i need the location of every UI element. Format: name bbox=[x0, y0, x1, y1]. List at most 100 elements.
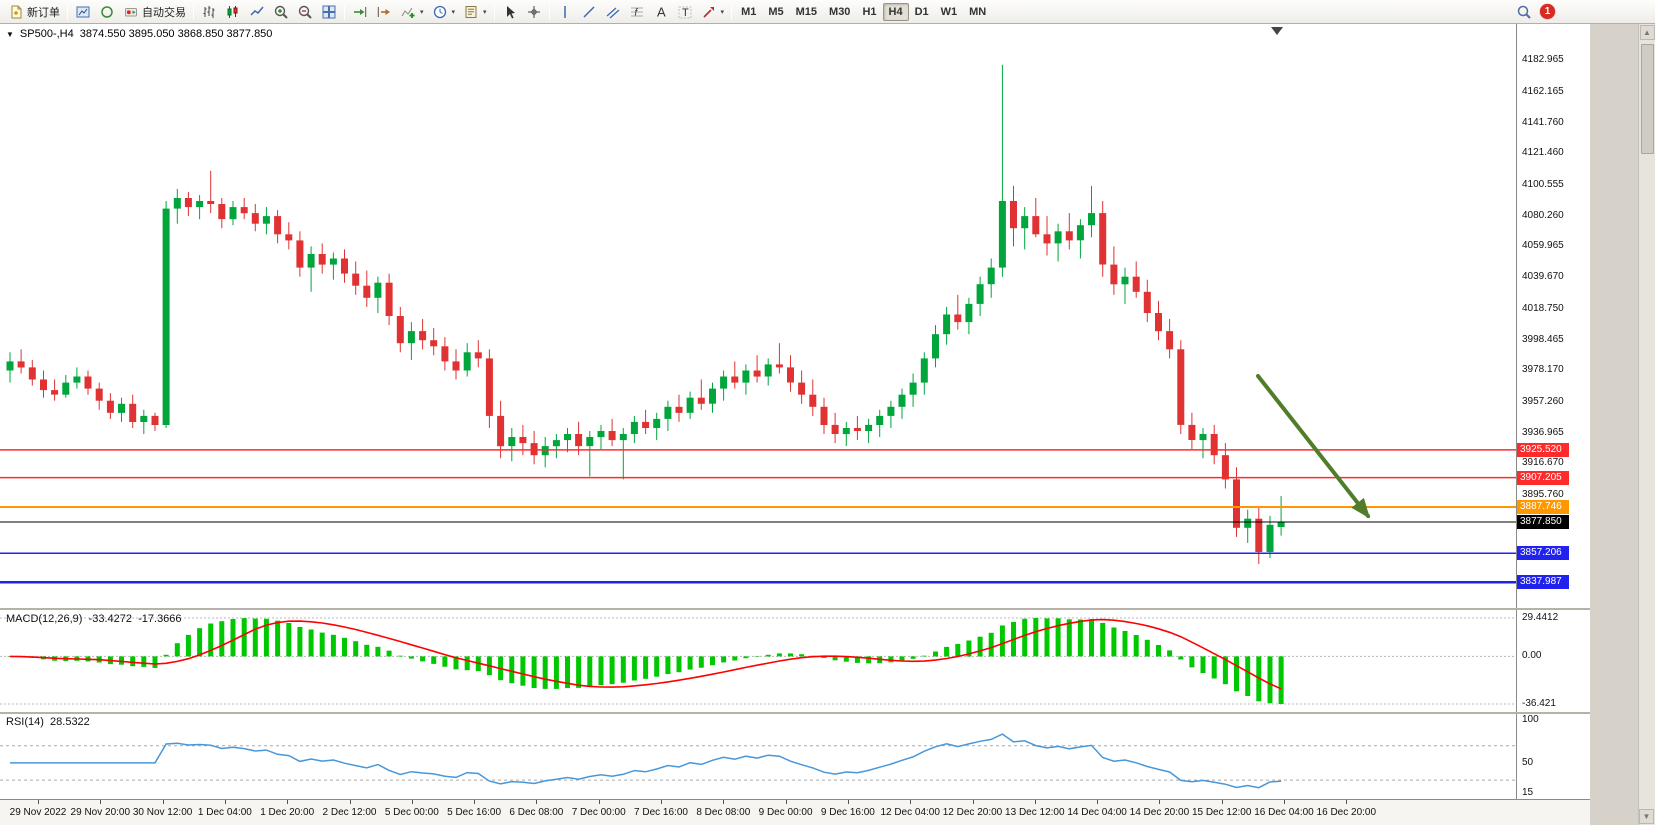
crosshair-tool-button[interactable] bbox=[522, 1, 546, 22]
cycle-button[interactable] bbox=[95, 1, 119, 22]
time-axis-tick bbox=[350, 800, 351, 804]
vertical-line-tool-button[interactable] bbox=[553, 1, 577, 22]
main-chart-canvas[interactable] bbox=[0, 24, 1516, 608]
candlestick-chart-icon bbox=[227, 5, 238, 18]
indicators-button[interactable]: ▾ bbox=[396, 1, 428, 22]
timeframe-h1-button[interactable]: H1 bbox=[862, 5, 877, 18]
symbol-period-label: SP500-,H4 bbox=[19, 28, 74, 40]
zoom-out-button[interactable] bbox=[293, 1, 317, 22]
candlestick-chart-button[interactable] bbox=[221, 1, 245, 22]
dropdown-caret: ▾ bbox=[451, 8, 456, 16]
trend-arrow-annotation[interactable] bbox=[1256, 374, 1370, 519]
periods-button[interactable]: ▾ bbox=[428, 1, 460, 22]
toolbar-separator bbox=[731, 3, 733, 20]
autoscroll-button[interactable] bbox=[348, 1, 372, 22]
toolbar-separator bbox=[193, 3, 194, 20]
zoom-in-button[interactable] bbox=[269, 1, 293, 22]
line-chart-button[interactable] bbox=[245, 1, 269, 22]
trendline-tool-button[interactable] bbox=[577, 1, 601, 22]
time-axis-tick bbox=[474, 800, 475, 804]
time-axis-label: 16 Dec 20:00 bbox=[1316, 807, 1377, 818]
macd-axis-label: 29.4412 bbox=[1522, 612, 1559, 623]
charts-window-button[interactable] bbox=[71, 1, 95, 22]
timeframe-m5-button[interactable]: M5 bbox=[768, 5, 784, 18]
autotrading-icon bbox=[125, 7, 137, 16]
timeframe-m15-button[interactable]: M15 bbox=[795, 5, 818, 18]
vertical-line-icon bbox=[563, 5, 566, 18]
price-axis-label: 3998.465 bbox=[1522, 333, 1564, 345]
price-axis-label: 4059.965 bbox=[1522, 240, 1564, 252]
chart-shift-marker[interactable] bbox=[1271, 27, 1283, 35]
timeframe-m1-button[interactable]: M1 bbox=[741, 5, 757, 18]
ohlc-values: 3874.550 3895.050 3868.850 3877.850 bbox=[79, 28, 273, 40]
time-axis-tick bbox=[287, 800, 288, 804]
candles bbox=[6, 64, 1285, 565]
search-icon[interactable] bbox=[1516, 4, 1532, 20]
time-axis-label: 8 Dec 08:00 bbox=[696, 807, 751, 818]
price-axis-label: 4141.760 bbox=[1522, 116, 1564, 128]
vertical-scrollbar[interactable]: ▲ ▼ bbox=[1638, 24, 1655, 825]
time-axis-label: 13 Dec 12:00 bbox=[1005, 807, 1065, 818]
panel-splitter[interactable] bbox=[0, 712, 1590, 714]
notification-badge[interactable]: 1 bbox=[1540, 4, 1555, 19]
time-axis-label: 5 Dec 16:00 bbox=[447, 807, 502, 818]
price-axis-label: 3936.965 bbox=[1522, 426, 1564, 438]
svg-text:A: A bbox=[657, 4, 666, 19]
toolbar-separator bbox=[548, 3, 550, 20]
bar-chart-button[interactable] bbox=[197, 1, 221, 22]
templates-button[interactable]: ▾ bbox=[459, 1, 491, 22]
dropdown-caret: ▾ bbox=[483, 8, 487, 16]
timeframe-h4-button[interactable]: H4 bbox=[882, 2, 909, 21]
chart-shift-button[interactable] bbox=[372, 1, 396, 22]
clock-icon bbox=[433, 5, 446, 18]
time-axis-label: 9 Dec 16:00 bbox=[820, 807, 875, 818]
cursor-icon bbox=[506, 5, 515, 18]
one-click-trading-toggle[interactable]: ▼ bbox=[6, 29, 14, 39]
svg-text:f: f bbox=[634, 7, 638, 18]
timeframe-mn-button[interactable]: MN bbox=[969, 5, 987, 18]
time-axis-label: 29 Nov 20:00 bbox=[70, 807, 131, 818]
text-tool-button[interactable]: A bbox=[649, 1, 673, 22]
cursor-tool-button[interactable] bbox=[498, 1, 522, 22]
zoom-out-icon bbox=[298, 5, 312, 19]
time-axis-tick bbox=[910, 800, 911, 804]
tile-windows-button[interactable] bbox=[317, 1, 341, 22]
main-price-panel[interactable] bbox=[0, 24, 1516, 608]
price-axis-label: 4039.670 bbox=[1522, 271, 1564, 283]
arrows-tool-button[interactable]: ▾ bbox=[697, 1, 729, 22]
price-axis-label: 4080.260 bbox=[1522, 209, 1564, 221]
label-icon: T bbox=[678, 6, 692, 19]
price-axis-label: 3916.670 bbox=[1522, 457, 1564, 469]
macd-panel[interactable] bbox=[0, 610, 1516, 712]
label-tool-button[interactable]: T bbox=[673, 1, 697, 22]
price-badge: 3857.206 bbox=[1517, 546, 1569, 561]
time-axis-label: 6 Dec 08:00 bbox=[509, 807, 564, 818]
time-axis-label: 9 Dec 00:00 bbox=[758, 807, 813, 818]
scrollbar-thumb[interactable] bbox=[1641, 44, 1654, 154]
fibonacci-tool-button[interactable]: f bbox=[625, 1, 649, 22]
scrollbar-down-arrow[interactable]: ▼ bbox=[1639, 809, 1654, 824]
main-toolbar: 新订单 自动交易 bbox=[0, 0, 1655, 24]
timeframe-d1-button[interactable]: D1 bbox=[914, 5, 929, 18]
timeframe-w1-button[interactable]: W1 bbox=[940, 5, 958, 18]
time-axis-label: 14 Dec 04:00 bbox=[1067, 807, 1127, 818]
new-order-button[interactable]: 新订单 bbox=[4, 1, 64, 22]
autotrading-button[interactable]: 自动交易 bbox=[119, 1, 190, 22]
panel-splitter[interactable] bbox=[0, 608, 1590, 610]
price-badge: 3837.987 bbox=[1517, 575, 1569, 590]
arrow-object-icon bbox=[702, 6, 714, 18]
time-axis-label: 1 Dec 20:00 bbox=[260, 807, 315, 818]
rsi-panel[interactable] bbox=[0, 714, 1516, 799]
scrollbar-up-arrow[interactable]: ▲ bbox=[1639, 25, 1655, 40]
time-axis-tick bbox=[536, 800, 537, 804]
macd-canvas[interactable] bbox=[0, 610, 1516, 712]
rsi-canvas[interactable] bbox=[0, 714, 1516, 799]
channel-tool-button[interactable] bbox=[601, 1, 625, 22]
trendline-icon bbox=[583, 5, 595, 18]
rsi-value: 28.5322 bbox=[50, 716, 90, 728]
time-axis-label: 1 Dec 04:00 bbox=[197, 807, 252, 818]
chart-title: ▼ SP500-,H4 3874.550 3895.050 3868.850 3… bbox=[6, 28, 272, 40]
time-axis-label: 12 Dec 20:00 bbox=[942, 807, 1003, 818]
time-axis-tick bbox=[848, 800, 849, 804]
timeframe-m30-button[interactable]: M30 bbox=[829, 5, 851, 18]
